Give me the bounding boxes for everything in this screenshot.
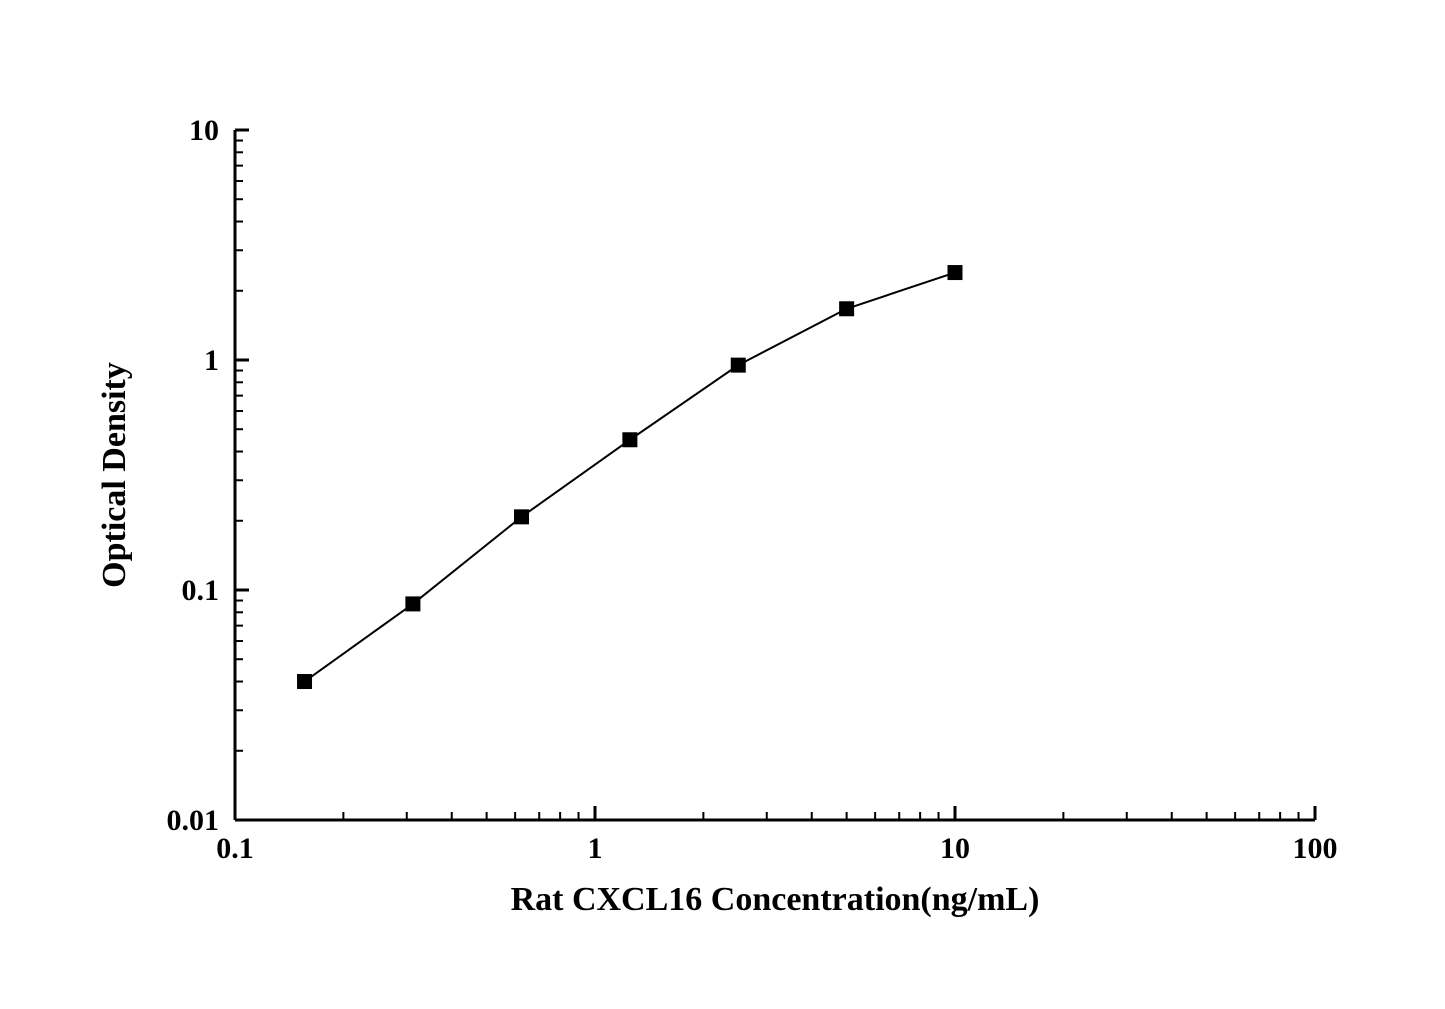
x-axis-label: Rat CXCL16 Concentration(ng/mL) (511, 881, 1040, 918)
data-point (731, 358, 745, 372)
data-point (623, 433, 637, 447)
x-tick-label: 100 (1293, 832, 1338, 865)
data-point (298, 675, 312, 689)
x-tick-label: 1 (588, 832, 603, 865)
y-tick-label: 0.1 (182, 574, 220, 607)
standard-curve-chart: 0.11101000.010.1110Rat CXCL16 Concentrat… (0, 0, 1445, 1009)
x-tick-label: 10 (940, 832, 970, 865)
y-tick-label: 10 (189, 114, 219, 147)
y-tick-label: 1 (204, 344, 219, 377)
chart-container: 0.11101000.010.1110Rat CXCL16 Concentrat… (0, 0, 1445, 1009)
data-point (948, 266, 962, 280)
y-tick-label: 0.01 (167, 804, 220, 837)
data-point (840, 302, 854, 316)
x-tick-label: 0.1 (216, 832, 254, 865)
y-axis-label: Optical Density (96, 362, 133, 588)
data-point (406, 597, 420, 611)
data-point (515, 510, 529, 524)
